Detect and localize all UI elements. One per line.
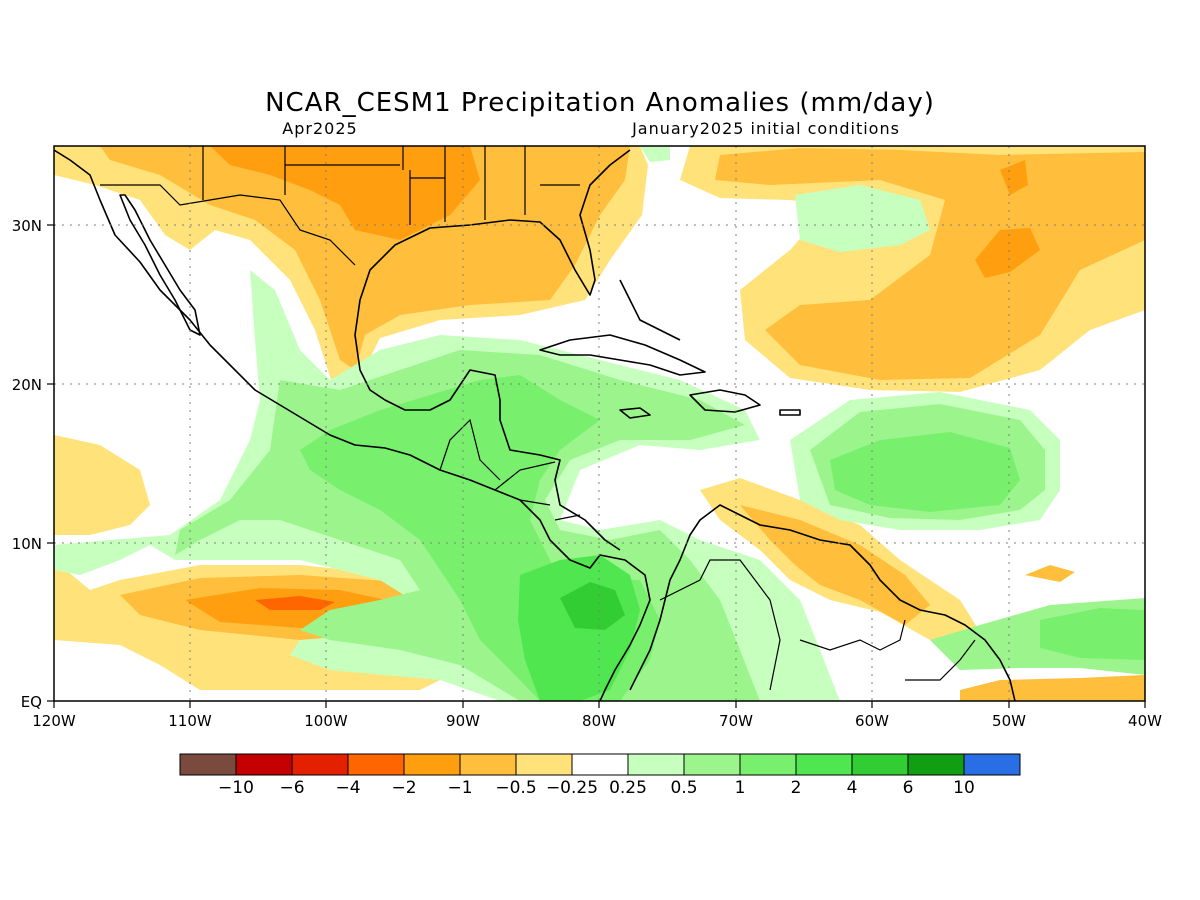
- wet-region-panama-peak: [560, 582, 625, 630]
- colorbar-labels: −10 −6 −4 −2 −1 −0.5 −0.25 0.25 0.5 1 2 4 6 10: [218, 778, 975, 798]
- coastline-south-america: [629, 504, 1016, 701]
- map-gridlines: [54, 146, 1145, 701]
- wet-region-atlantic-east-mid: [830, 432, 1020, 512]
- dry-region-pacific-west: [54, 435, 150, 535]
- coastline-jamaica: [619, 407, 651, 419]
- colorbar-cell: [795, 753, 853, 776]
- colorbar-cell: [963, 753, 1021, 776]
- lon-label: 40W: [1128, 712, 1162, 730]
- lat-label: 20N: [12, 376, 42, 394]
- colorbar-cell: [627, 753, 685, 776]
- border-us-mexico: [100, 184, 356, 266]
- colorbar-label: 2: [791, 778, 802, 798]
- wet-anomaly-fields: [54, 146, 1145, 701]
- lon-label: 60W: [855, 712, 889, 730]
- colorbar: −10 −6 −4 −2 −1 −0.5 −0.25 0.25 0.5 1 2 4 6 10: [179, 753, 1021, 798]
- colorbar-cell: [235, 753, 293, 776]
- colorbar-label: 10: [953, 778, 975, 798]
- colorbar-label: −4: [335, 778, 360, 798]
- lat-label: 10N: [12, 535, 42, 553]
- lat-label: 30N: [12, 217, 42, 235]
- colorbar-label: −0.5: [495, 778, 536, 798]
- colorbar-label: −2: [391, 778, 416, 798]
- colorbar-cell: [179, 753, 237, 776]
- dry-region-atlantic-core: [715, 148, 1145, 380]
- dry-region-north-america-core: [100, 146, 630, 370]
- coastline-hispaniola: [689, 389, 761, 413]
- border-us-states: [202, 146, 580, 225]
- country-borders: [100, 146, 976, 691]
- dry-anomaly-fields: [54, 146, 1145, 701]
- colorbar-cell: [571, 753, 629, 776]
- dry-region-south-atlantic: [960, 675, 1145, 701]
- lon-label: 120W: [32, 712, 76, 730]
- map-title: NCAR_CESM1 Precipitation Anomalies (mm/d…: [265, 88, 935, 118]
- map-ticks: [47, 224, 1146, 708]
- map-plot-area: [54, 146, 1145, 701]
- colorbar-cells: [179, 753, 1021, 776]
- map-subtitle-right: January2025 initial conditions: [631, 119, 900, 138]
- coastline-bahamas: [619, 279, 681, 341]
- coastline-baja-california: [119, 194, 201, 336]
- border-south-america: [659, 559, 976, 691]
- latitude-labels: 30N 20N 10N EQ: [12, 217, 42, 711]
- colorbar-label: 6: [903, 778, 914, 798]
- colorbar-cell: [403, 753, 461, 776]
- colorbar-label: 0.25: [609, 778, 647, 798]
- coastline-north-america: [54, 149, 651, 701]
- colorbar-label: −1: [447, 778, 472, 798]
- dry-region-gulf-strong: [210, 146, 480, 240]
- coastlines: [54, 149, 1016, 701]
- dry-region-atlantic-small: [1025, 565, 1075, 582]
- colorbar-label: −6: [279, 778, 304, 798]
- colorbar-label: 1: [735, 778, 746, 798]
- colorbar-cell: [515, 753, 573, 776]
- coastline-cuba: [539, 334, 706, 376]
- dry-region-eastern-pacific-peak: [255, 596, 335, 610]
- wet-region-atlantic-north: [795, 185, 930, 252]
- lon-label: 50W: [992, 712, 1026, 730]
- dry-region-atlantic-strong-2: [1000, 160, 1028, 195]
- colorbar-cell: [739, 753, 797, 776]
- coastline-puerto-rico: [779, 409, 801, 416]
- colorbar-label: −0.25: [546, 778, 598, 798]
- dry-region-atlantic-strong: [975, 228, 1040, 278]
- colorbar-cell: [851, 753, 909, 776]
- coastline-gulf-mexico: [354, 149, 631, 551]
- colorbar-label: 0.5: [670, 778, 697, 798]
- longitude-labels: 120W 110W 100W 90W 80W 70W 60W 50W 40W: [32, 712, 1162, 730]
- dry-region-caribbean-coast-core: [740, 505, 930, 625]
- lon-label: 70W: [719, 712, 753, 730]
- lon-label: 90W: [446, 712, 480, 730]
- lat-label: EQ: [21, 693, 42, 711]
- colorbar-cell: [683, 753, 741, 776]
- border-central-america: [439, 418, 581, 521]
- lon-label: 100W: [304, 712, 348, 730]
- wet-region-south-atlantic-core: [1040, 608, 1145, 660]
- colorbar-label: 4: [847, 778, 858, 798]
- colorbar-cell: [347, 753, 405, 776]
- wet-region-gulf-mexico-east: [640, 146, 670, 162]
- colorbar-cell: [907, 753, 965, 776]
- lon-label: 80W: [582, 712, 616, 730]
- colorbar-cell: [459, 753, 517, 776]
- colorbar-label: −10: [218, 778, 254, 798]
- map-subtitle-left: Apr2025: [282, 119, 357, 138]
- lon-label: 110W: [168, 712, 212, 730]
- colorbar-cell: [291, 753, 349, 776]
